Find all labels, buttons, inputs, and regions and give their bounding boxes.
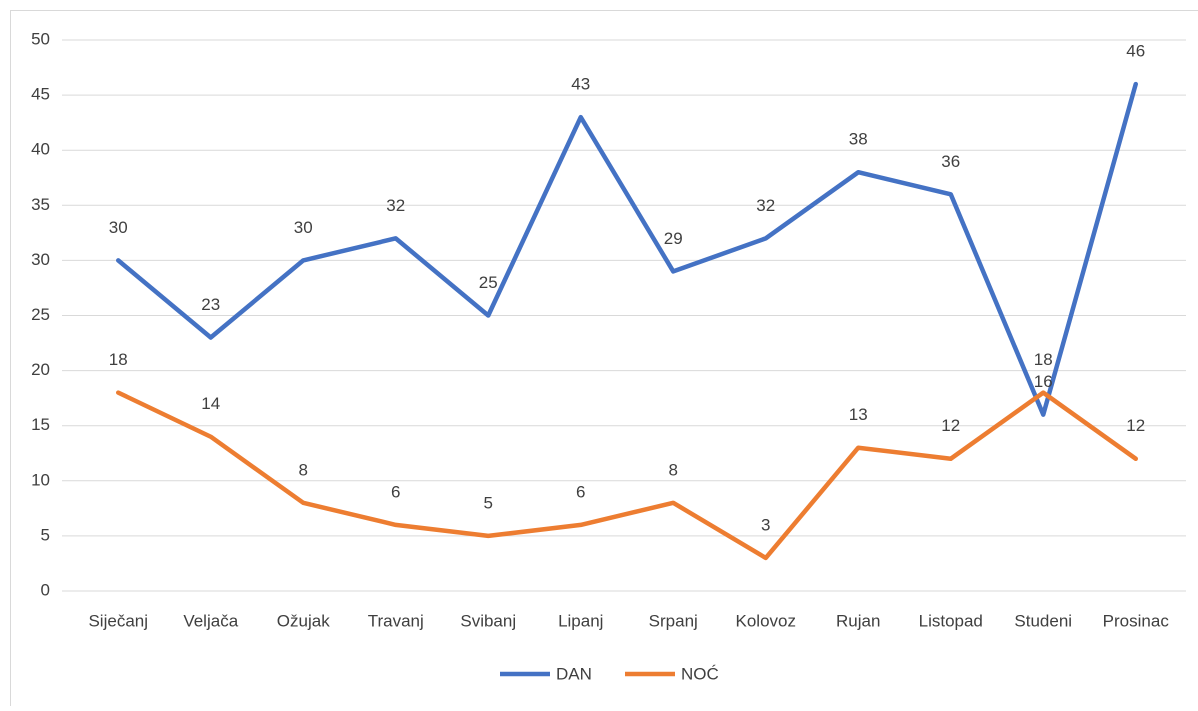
data-label: 18 (1034, 350, 1053, 369)
data-label: 12 (1126, 416, 1145, 435)
data-label: 30 (294, 218, 313, 237)
series-line (118, 84, 1136, 415)
y-tick-label: 50 (31, 29, 50, 48)
y-tick-label: 30 (31, 250, 50, 269)
data-label: 29 (664, 229, 683, 248)
x-tick-label: Rujan (836, 611, 880, 630)
data-label: 8 (669, 460, 678, 479)
y-tick-label: 35 (31, 195, 50, 214)
data-label: 6 (391, 482, 400, 501)
x-tick-label: Svibanj (460, 611, 516, 630)
data-label: 3 (761, 515, 770, 534)
data-label: 6 (576, 482, 585, 501)
x-tick-label: Veljača (183, 611, 238, 630)
data-label: 32 (756, 196, 775, 215)
y-tick-label: 10 (31, 470, 50, 489)
x-tick-label: Listopad (919, 611, 983, 630)
y-tick-label: 0 (41, 580, 50, 599)
x-tick-label: Travanj (368, 611, 424, 630)
legend-label: NOĆ (681, 664, 719, 683)
y-tick-label: 45 (31, 85, 50, 104)
data-label: 25 (479, 273, 498, 292)
data-label: 30 (109, 218, 128, 237)
x-tick-label: Lipanj (558, 611, 603, 630)
data-label: 14 (201, 394, 220, 413)
x-tick-label: Kolovoz (736, 611, 796, 630)
y-tick-label: 15 (31, 415, 50, 434)
legend-label: DAN (556, 664, 592, 683)
x-tick-label: Ožujak (277, 611, 330, 630)
data-label: 36 (941, 152, 960, 171)
data-label: 38 (849, 130, 868, 149)
x-tick-label: Srpanj (649, 611, 698, 630)
data-label: 23 (201, 295, 220, 314)
data-label: 16 (1034, 372, 1053, 391)
data-label: 18 (109, 350, 128, 369)
x-tick-label: Studeni (1014, 611, 1072, 630)
data-label: 32 (386, 196, 405, 215)
data-label: 5 (484, 493, 493, 512)
y-tick-label: 40 (31, 140, 50, 159)
x-tick-label: Prosinac (1103, 611, 1170, 630)
series-line (118, 393, 1136, 558)
data-label: 43 (571, 75, 590, 94)
data-label: 8 (299, 460, 308, 479)
y-tick-label: 20 (31, 360, 50, 379)
data-label: 12 (941, 416, 960, 435)
y-tick-label: 5 (41, 525, 50, 544)
x-tick-label: Siječanj (88, 611, 148, 630)
data-label: 13 (849, 405, 868, 424)
data-label: 46 (1126, 42, 1145, 61)
y-tick-label: 25 (31, 305, 50, 324)
